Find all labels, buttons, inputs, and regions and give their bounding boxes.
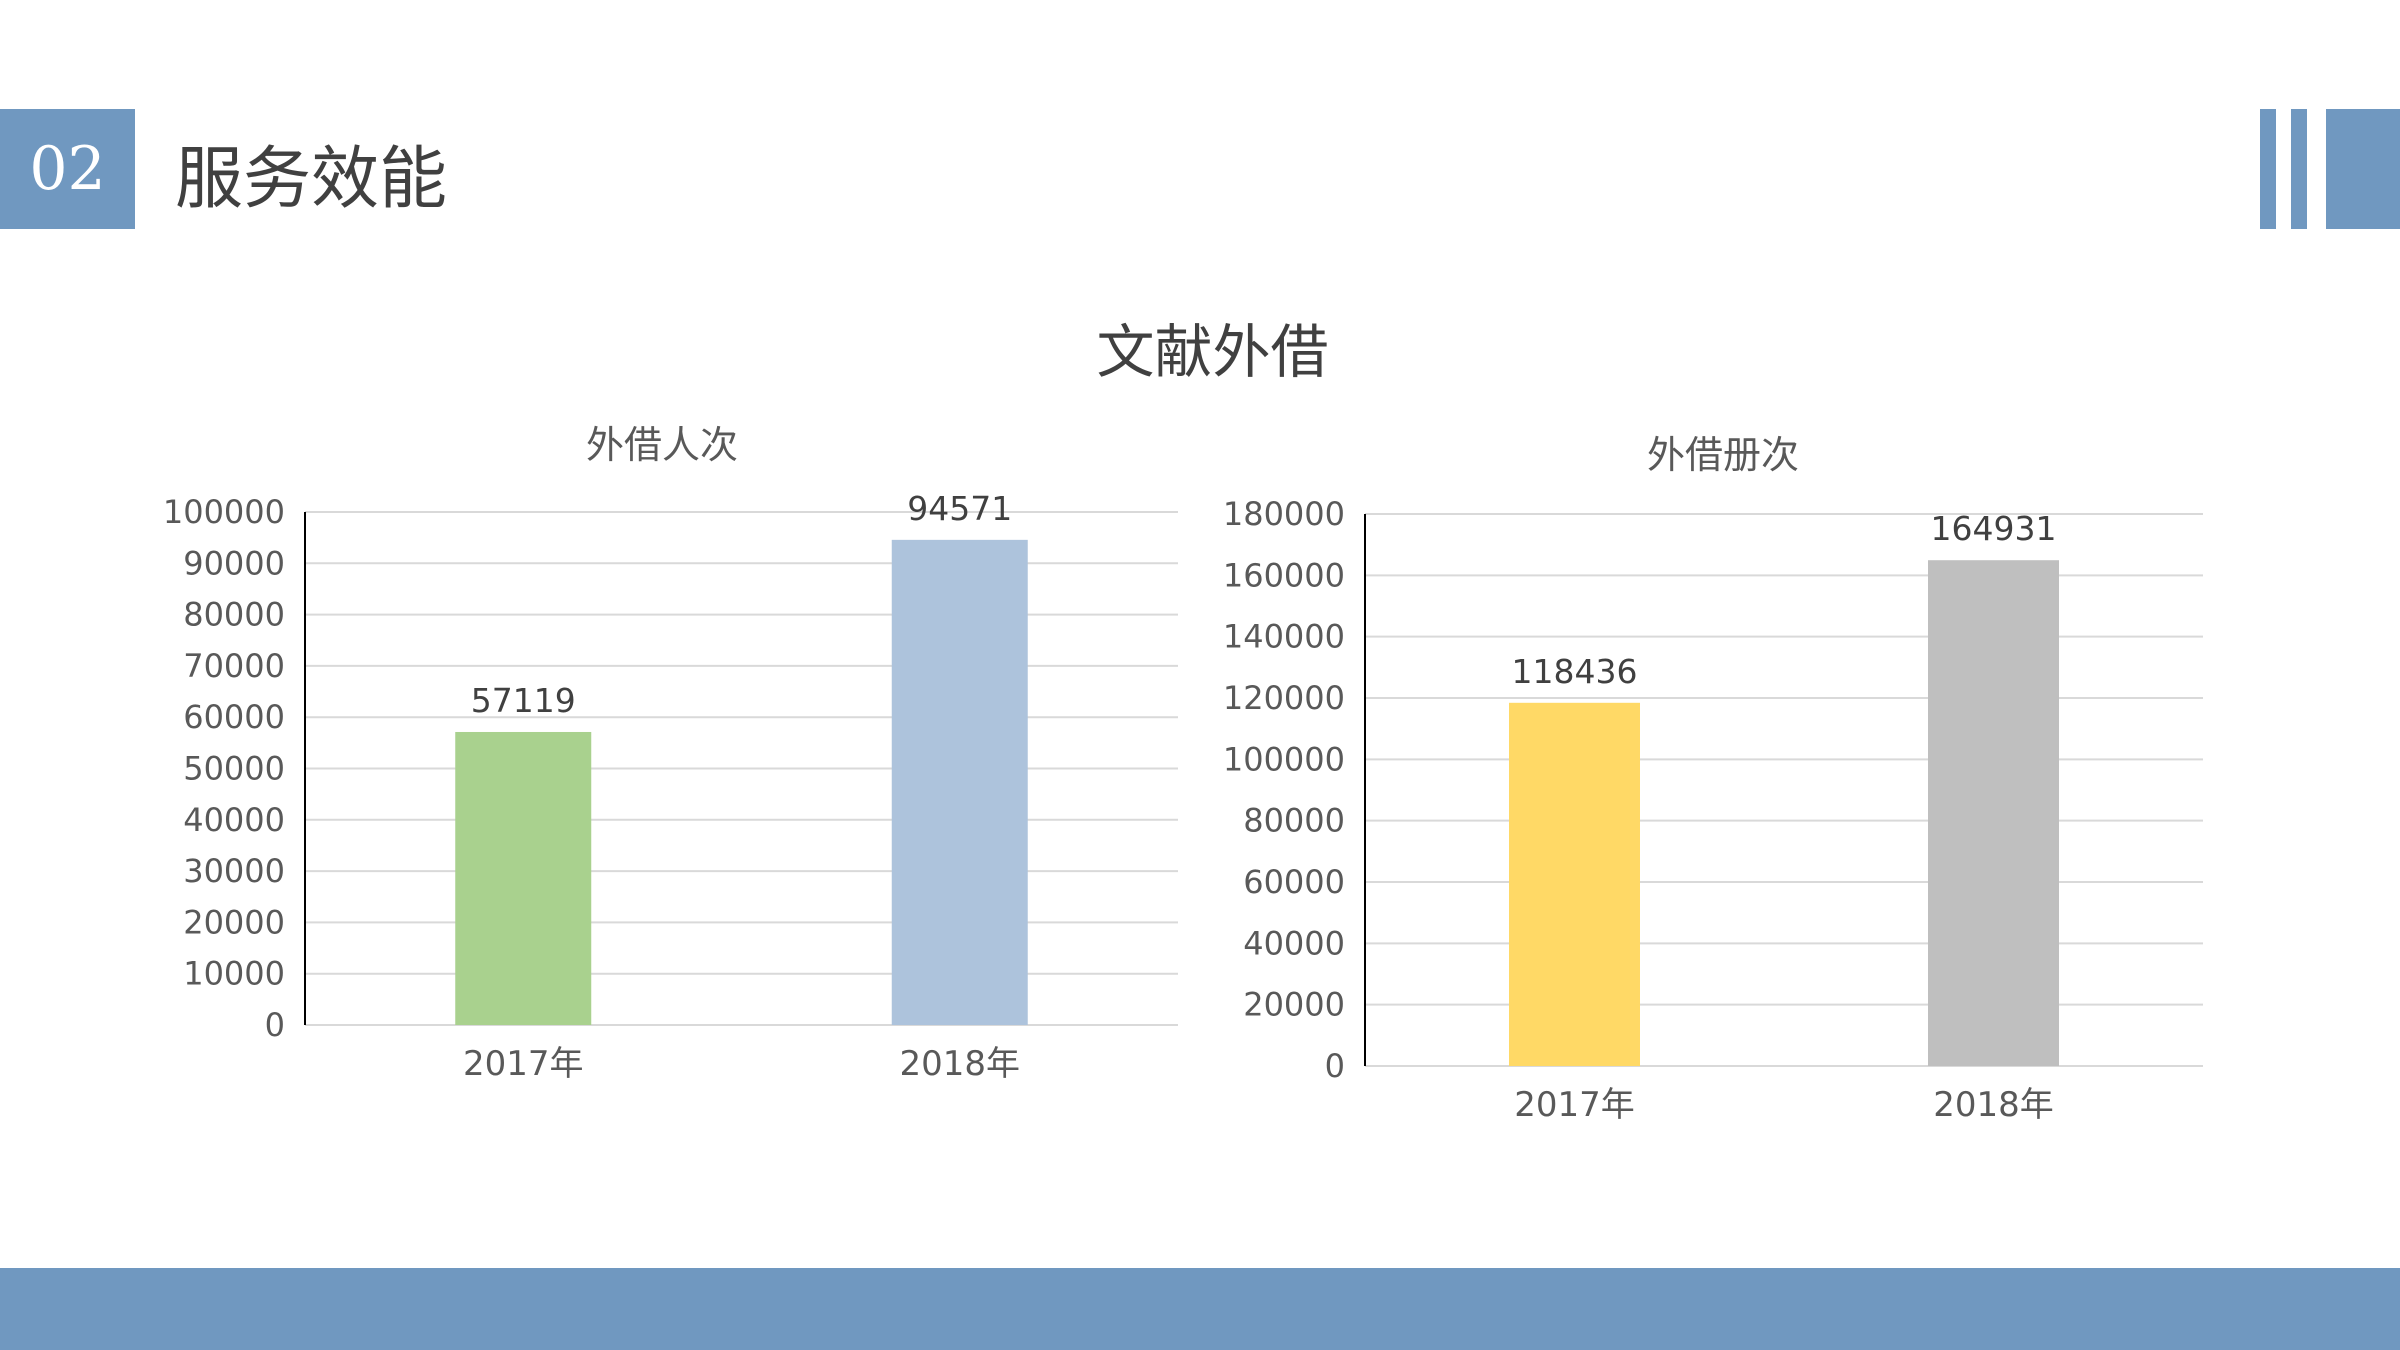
decor-stripe-2 — [2291, 109, 2307, 229]
y-tick-label: 40000 — [1243, 924, 1345, 962]
x-category-label: 2018年 — [899, 1044, 1020, 1084]
data-label: 164931 — [1931, 509, 2057, 548]
slide-title: 服务效能 — [175, 140, 448, 219]
y-tick-label: 30000 — [183, 852, 285, 890]
y-tick-label: 20000 — [1243, 986, 1345, 1024]
data-label: 57119 — [471, 681, 576, 720]
y-tick-label: 180000 — [1223, 495, 1345, 533]
data-label: 118436 — [1512, 652, 1638, 691]
y-tick-label: 100000 — [163, 493, 285, 531]
y-tick-label: 140000 — [1223, 618, 1345, 656]
y-tick-label: 20000 — [183, 903, 285, 941]
y-tick-label: 100000 — [1223, 740, 1345, 778]
y-tick-label: 60000 — [183, 698, 285, 736]
chart-title: 外借人次 — [586, 423, 738, 467]
decor-block — [2326, 109, 2400, 229]
y-tick-label: 160000 — [1223, 556, 1345, 594]
x-category-label: 2018年 — [1933, 1085, 2054, 1125]
x-category-label: 2017年 — [463, 1044, 584, 1084]
y-tick-label: 0 — [1325, 1047, 1345, 1085]
y-tick-label: 40000 — [183, 801, 285, 839]
bar — [1928, 560, 2059, 1066]
y-tick-label: 60000 — [1243, 863, 1345, 901]
y-tick-label: 10000 — [183, 955, 285, 993]
y-tick-label: 80000 — [183, 596, 285, 634]
chart-title: 外借册次 — [1647, 433, 1799, 477]
y-tick-label: 120000 — [1223, 679, 1345, 717]
x-category-label: 2017年 — [1514, 1085, 1635, 1125]
footer-bar — [0, 1268, 2400, 1350]
y-tick-label: 80000 — [1243, 802, 1345, 840]
section-number-badge: 02 — [0, 109, 135, 229]
main-title: 文献外借 — [1096, 318, 1329, 386]
data-label: 94571 — [907, 489, 1012, 528]
section-number: 02 — [29, 134, 106, 204]
bar — [1509, 702, 1640, 1066]
bar — [891, 539, 1028, 1025]
y-tick-label: 70000 — [183, 647, 285, 685]
decor-stripe-1 — [2260, 109, 2276, 229]
bar — [455, 731, 592, 1025]
y-tick-label: 50000 — [183, 750, 285, 788]
y-tick-label: 0 — [265, 1006, 285, 1044]
y-tick-label: 90000 — [183, 544, 285, 582]
